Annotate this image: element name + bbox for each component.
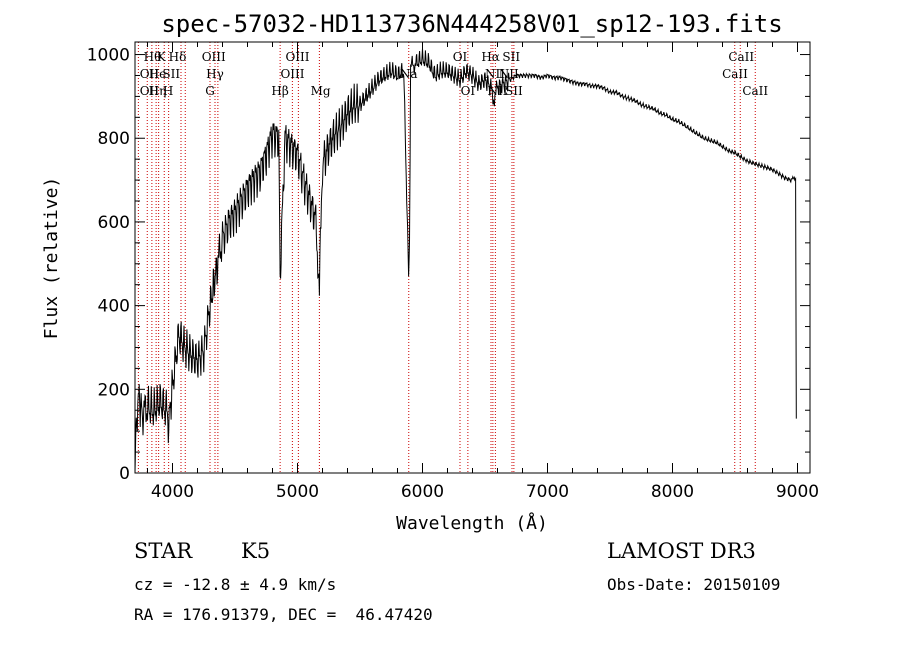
series-line-0	[134, 48, 797, 474]
line-label-20: H	[163, 84, 173, 98]
survey-name: LAMOST DR3	[607, 539, 756, 563]
y-tick-label-3: 600	[98, 213, 130, 233]
line-label-9: OII	[140, 67, 160, 81]
plot-frame	[134, 41, 811, 474]
line-label-0: Hθ	[144, 50, 162, 64]
line-label-26: SII	[505, 84, 523, 98]
redshift-cz: cz = -12.8 ± 4.9 km/s	[134, 575, 337, 594]
x-tick-label-5: 9000	[776, 482, 819, 502]
line-label-24: OI	[461, 84, 476, 98]
line-label-5: OI	[453, 50, 468, 64]
y-tick-label-1: 200	[98, 380, 130, 400]
y-tick-label-4: 800	[98, 129, 130, 149]
y-tick-label-5: 1000	[87, 46, 130, 66]
line-label-6: Hα	[481, 50, 500, 64]
y-tick-label-2: 400	[98, 297, 130, 317]
line-label-3: OIII	[202, 50, 226, 64]
line-label-19: Hη	[149, 84, 167, 98]
line-label-15: NII	[485, 67, 505, 81]
y-axis-label: Flux (relative)	[41, 177, 62, 340]
line-label-7: SII	[502, 50, 520, 64]
x-tick-label-2: 6000	[401, 482, 444, 502]
line-label-22: Hβ	[271, 84, 288, 98]
series-group	[134, 48, 797, 474]
line-label-11: SII	[162, 67, 180, 81]
chart-title: spec-57032-HD113736N444258V01_sp12-193.f…	[161, 10, 782, 38]
x-tick-label-3: 7000	[526, 482, 569, 502]
line-label-18: OII	[140, 84, 160, 98]
ra-dec-coordinates: RA = 176.91379, DEC = 46.47420	[134, 605, 433, 624]
x-tick-label-4: 8000	[651, 482, 694, 502]
line-label-17: CaII	[722, 67, 748, 81]
axes-group: 4000 5000 6000 7000 8000 9000 0 200 400 600 800 100…	[87, 42, 819, 502]
y-tick-label-0: 0	[119, 464, 130, 484]
object-class: STAR	[134, 539, 193, 563]
line-label-1: K	[157, 50, 167, 64]
line-label-8: CaII	[728, 50, 754, 64]
line-label-2: Hδ	[169, 50, 187, 64]
observation-date: Obs-Date: 20150109	[607, 575, 781, 594]
line-label-10: He	[149, 67, 167, 81]
line-label-23: Mg	[311, 84, 331, 98]
line-label-13: OIII	[280, 67, 304, 81]
spectral-subclass: K5	[241, 539, 271, 563]
line-label-12: Hγ	[206, 67, 224, 81]
line-label-4: OIII	[285, 50, 309, 64]
x-tick-label-1: 5000	[276, 482, 319, 502]
line-label-27: CaII	[742, 84, 768, 98]
x-tick-label-0: 4000	[151, 482, 194, 502]
line-label-21: G	[205, 84, 215, 98]
x-axis-label: Wavelength (Å)	[396, 512, 548, 534]
line-markers-group	[137, 42, 756, 473]
